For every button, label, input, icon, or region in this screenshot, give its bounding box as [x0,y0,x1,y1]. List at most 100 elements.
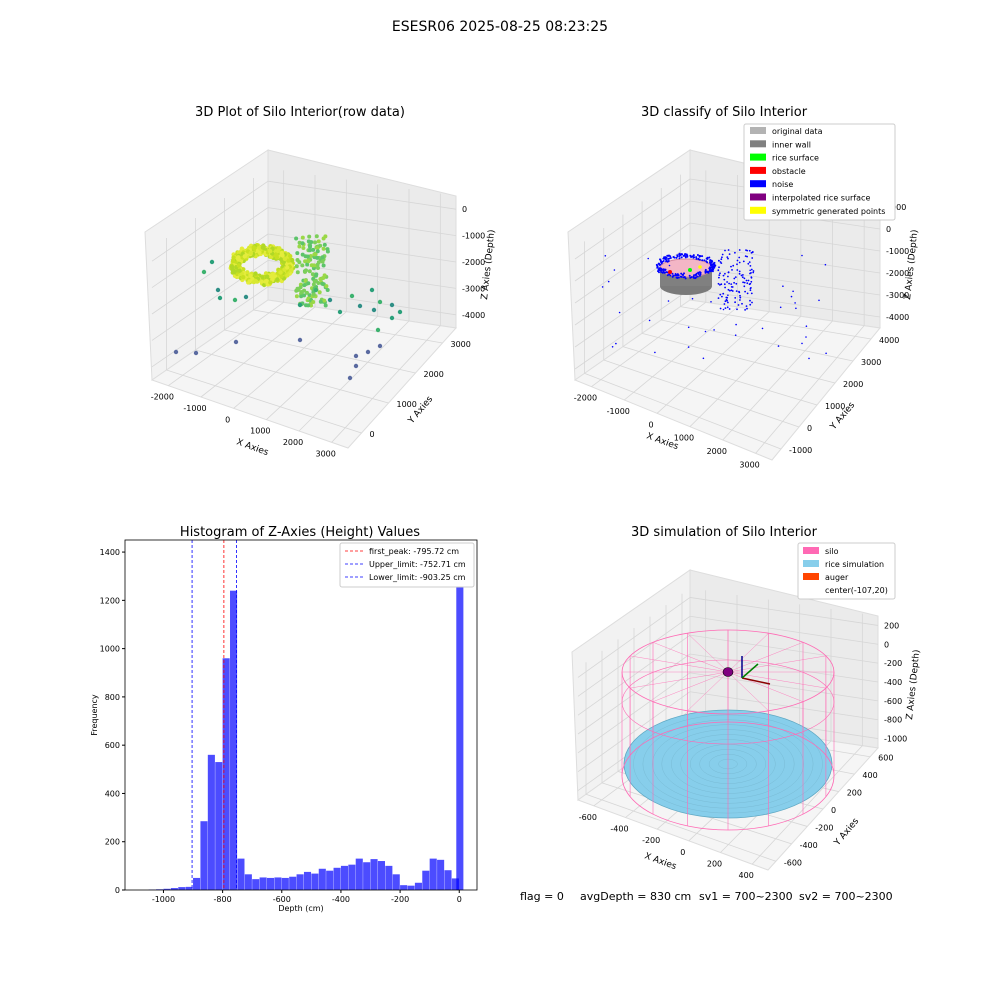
noise-point [709,259,712,262]
noise-point [681,273,684,276]
noise-point [667,258,670,260]
legend-label: symmetric generated points [772,207,885,216]
noise-point [742,281,744,284]
noise-point [687,346,690,348]
noise-point [678,255,681,257]
raw-point [327,297,333,303]
histogram-bar [407,885,415,890]
noise-point [687,326,690,329]
noise-point [718,266,720,269]
noise-point [717,282,720,285]
noise-point [746,282,749,285]
noise-point [736,308,738,311]
noise-point [738,249,741,251]
y-tick-label: 4000 [879,336,899,345]
x-tick-label: 0 [457,895,462,904]
noise-point [794,302,796,304]
raw-point [320,255,325,260]
noise-point [741,302,743,305]
noise-point [733,281,735,284]
raw-point [314,234,319,239]
grid-line [755,325,865,454]
raw-point [294,294,299,299]
histogram-bar [222,658,230,890]
noise-point [721,253,724,256]
raw-point [311,266,316,271]
noise-point [751,257,754,259]
noise-point [738,270,741,273]
raw-point [306,259,311,264]
noise-point [693,274,695,277]
legend-swatch [750,127,766,134]
silo-roof-spoke [727,671,769,711]
histogram-bar [178,887,186,890]
z-tick-label: -3000 [462,284,485,293]
histogram-x-ticks: -1000 -800 -600 -400 -200 0 [152,890,462,904]
noise-point [724,249,726,252]
noise-point [675,276,678,279]
raw-point [247,279,252,284]
z-tick-label: -3000 [886,291,909,300]
x-tick-label: -200 [642,836,660,845]
noise-point [712,268,715,271]
classify-floor-pane [573,299,881,461]
raw-point [305,290,309,295]
z-tick-label: -200 [884,659,902,668]
legend-label: silo [825,547,839,556]
noise-point [724,307,727,309]
noise-point [743,277,746,280]
raw-point [280,253,285,258]
noise-point [725,296,728,299]
raw-point [303,259,308,264]
raw-point [260,275,265,280]
raw-point [321,263,326,268]
raw-point [295,258,300,262]
raw-point [353,353,359,359]
grid-line [253,309,443,344]
y-tick-label: 0 [807,424,812,433]
grid-line [689,288,881,318]
noise-point [747,279,750,282]
noise-point [668,254,670,257]
histogram-bar [340,865,349,890]
noise-point [727,275,729,278]
noise-point [801,342,803,345]
noise-point [678,252,681,255]
histogram-legend-box [339,542,475,588]
classify-point-cloud [601,249,827,360]
grid-line [689,672,879,702]
raw-point [377,299,383,305]
raw-point [315,249,320,254]
raw-point [294,236,299,241]
noise-point [731,290,734,292]
sv1-text: sv1 = 700~2300 [699,890,793,903]
noise-point [701,259,704,262]
noise-point [717,269,720,272]
noise-point [696,254,699,256]
noise-point [723,278,726,281]
raw-point [236,255,241,260]
grid-line [623,306,738,401]
noise-point [738,272,741,275]
raw-point [215,287,221,293]
noise-point [697,257,700,260]
raw-point [316,260,321,265]
raw-point [307,234,312,239]
noise-point [825,352,827,355]
silo-roof-spoke [727,655,826,673]
noise-point [746,292,749,295]
grid-line [574,178,691,260]
raw-point [323,303,328,308]
z-tick-label: 0 [884,640,889,649]
histogram-bar [355,858,363,890]
noise-point [668,264,671,267]
silo-roof-spoke [630,655,729,673]
legend-swatch [803,560,819,567]
noise-point [745,249,747,252]
noise-point [734,297,737,299]
x-tick-label: 0 [680,848,685,857]
simulation-x-ticks: -600 -400 -200 0 200 400 [579,813,754,880]
noise-point [710,301,712,303]
raw-point [193,350,199,356]
z-tick-label: -4000 [462,311,485,320]
